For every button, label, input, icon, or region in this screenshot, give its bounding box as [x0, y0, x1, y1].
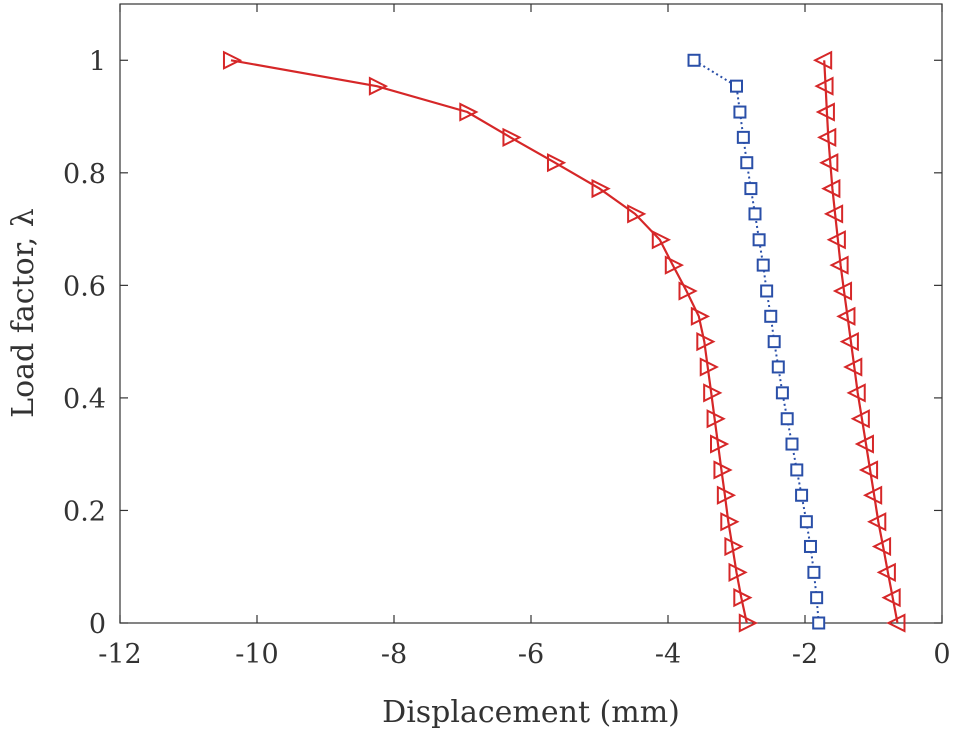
data-point-triangle-left — [846, 383, 866, 403]
data-point-triangle-right — [627, 204, 647, 224]
data-point-triangle-left — [836, 306, 856, 326]
data-point-square — [767, 335, 781, 349]
data-point-triangle-left — [829, 255, 849, 275]
data-point-square — [752, 233, 766, 247]
x-tick-label: -12 — [98, 639, 141, 670]
data-point-square — [736, 130, 750, 144]
x-tick-label: -4 — [655, 639, 681, 670]
data-point-square — [730, 79, 743, 93]
data-point-triangle-left — [832, 281, 853, 301]
data-point-triangle-right — [690, 306, 711, 326]
data-point-triangle-left — [815, 102, 835, 122]
data-point-triangle-right — [222, 50, 243, 70]
x-axis-title: Displacement (mm) — [382, 695, 680, 730]
series-3 — [812, 50, 906, 633]
series-layer — [222, 50, 906, 633]
series-2 — [687, 53, 826, 630]
data-point-triangle-right — [706, 409, 726, 429]
data-point-triangle-right — [502, 127, 522, 147]
data-point-square — [748, 207, 762, 221]
y-axis-title: Load factor, λ — [6, 208, 41, 418]
x-tick-label: -10 — [235, 639, 278, 670]
y-tick-label: 0.6 — [63, 271, 106, 302]
data-point-triangle-right — [696, 332, 716, 352]
data-point-square — [771, 360, 785, 374]
data-point-triangle-right — [733, 588, 753, 608]
data-point-triangle-right — [699, 357, 719, 377]
data-point-triangle-right — [738, 613, 759, 633]
data-point-triangle-right — [368, 76, 389, 96]
y-tick-label: 0 — [89, 609, 106, 640]
data-point-square — [803, 539, 817, 553]
data-point-square — [760, 284, 774, 298]
y-tick-label: 0.2 — [63, 496, 106, 527]
plot-area — [119, 3, 943, 624]
data-point-triangle-left — [839, 332, 859, 352]
data-point-triangle-right — [713, 460, 733, 480]
data-point-triangle-left — [867, 512, 887, 532]
data-point-triangle-left — [858, 460, 879, 480]
data-point-triangle-right — [710, 434, 730, 454]
y-tick-label: 0.8 — [63, 159, 106, 190]
data-point-triangle-right — [664, 255, 685, 275]
data-point-triangle-left — [854, 434, 874, 454]
data-point-triangle-left — [814, 76, 834, 96]
data-point-triangle-right — [459, 102, 479, 122]
data-point-triangle-left — [821, 178, 841, 199]
x-tick-label: -6 — [518, 639, 544, 670]
data-point-square — [807, 565, 821, 579]
data-point-triangle-left — [871, 536, 892, 557]
x-tick-label: -2 — [792, 639, 818, 670]
data-point-triangle-left — [819, 153, 839, 173]
data-point-triangle-left — [812, 50, 833, 70]
data-point-triangle-right — [724, 536, 744, 557]
series-1 — [222, 50, 759, 633]
data-point-square — [785, 437, 799, 451]
data-point-triangle-left — [881, 588, 901, 608]
y-tick-label: 1 — [89, 46, 106, 77]
data-point-square — [812, 616, 826, 630]
data-point-square — [799, 515, 813, 529]
data-point-triangle-right — [591, 178, 611, 199]
data-point-triangle-right — [678, 281, 698, 301]
series-line — [230, 59, 748, 624]
data-point-triangle-right — [728, 562, 748, 582]
data-point-triangle-right — [651, 230, 672, 250]
y-tick-label: 0.4 — [63, 384, 106, 415]
data-point-triangle-right — [546, 153, 567, 173]
data-point-square — [740, 156, 754, 170]
data-point-triangle-left — [826, 230, 846, 250]
data-point-square — [790, 463, 804, 477]
data-point-triangle-left — [843, 357, 863, 377]
data-point-square — [780, 412, 794, 426]
data-point-triangle-left — [850, 409, 870, 429]
data-point-square — [810, 591, 824, 605]
data-point-triangle-left — [886, 613, 906, 633]
data-point-square — [744, 182, 758, 196]
data-point-square — [775, 386, 789, 400]
data-point-square — [687, 53, 701, 67]
data-point-triangle-left — [817, 127, 837, 147]
data-point-triangle-left — [876, 562, 896, 582]
data-point-triangle-left — [823, 204, 844, 224]
x-tick-label: -8 — [381, 639, 407, 670]
data-point-triangle-right — [716, 485, 737, 505]
data-point-triangle-right — [703, 383, 723, 403]
ticks-layer: -12 -10 -8 -6 -4 -2 0 0 0.2 0.4 0.6 0.8 1 — [63, 4, 951, 670]
x-tick-label: 0 — [933, 639, 950, 670]
data-point-triangle-left — [862, 485, 883, 505]
series-line — [823, 60, 899, 624]
data-point-square — [795, 488, 809, 502]
data-point-triangle-right — [720, 512, 740, 532]
data-point-square — [764, 309, 778, 323]
data-point-square — [756, 258, 770, 272]
data-point-square — [733, 105, 747, 119]
